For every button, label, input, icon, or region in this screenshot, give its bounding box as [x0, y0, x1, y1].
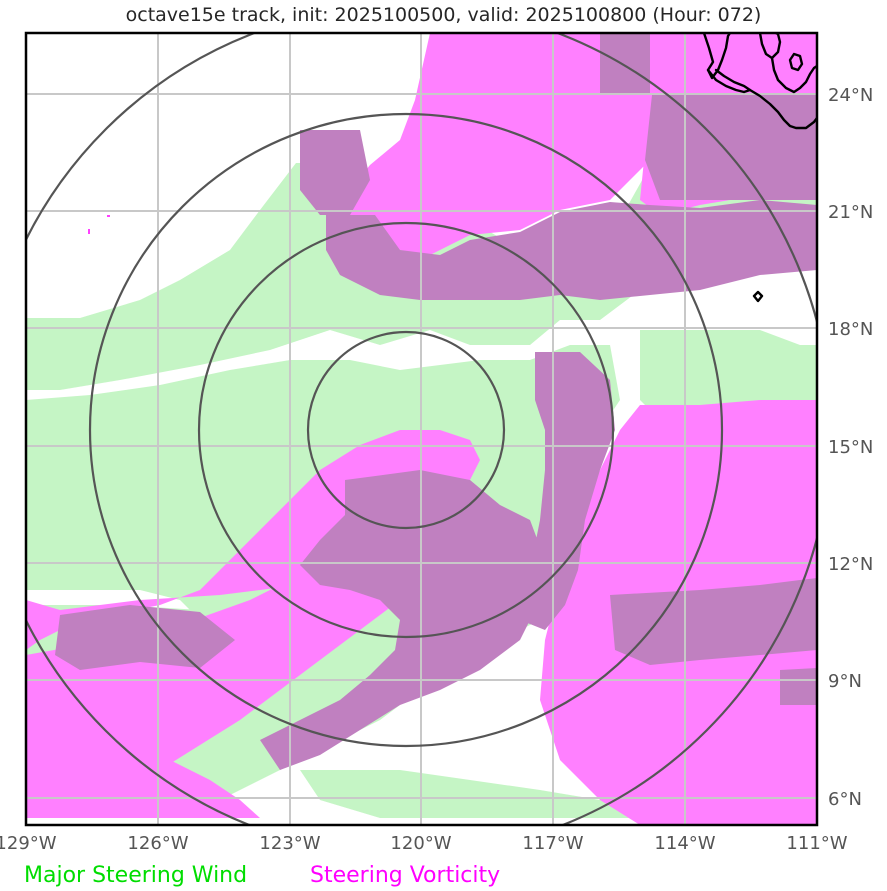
y-axis-tick-labels: 24°N 21°N 18°N 15°N 12°N 9°N 6°N [828, 85, 873, 810]
stray-markers [88, 215, 110, 234]
baja-peninsula-outline [702, 33, 732, 80]
map-legend: Major Steering Wind Steering Vorticity [24, 863, 500, 888]
x-tick-label: 114°W [654, 833, 715, 854]
x-tick-label: 126°W [127, 833, 188, 854]
x-tick-label: 129°W [0, 833, 57, 854]
mainland-coast-south [770, 56, 817, 94]
y-tick-label: 12°N [828, 554, 873, 575]
y-tick-label: 6°N [828, 789, 862, 810]
baja-south-tip [706, 68, 752, 94]
map-data-layers [26, 33, 817, 825]
y-tick-label: 15°N [828, 437, 873, 458]
y-tick-label: 9°N [828, 671, 862, 692]
coastal-island [788, 52, 804, 72]
y-tick-label: 24°N [828, 85, 873, 106]
range-rings [26, 33, 817, 825]
legend-item-major-steering-wind: Major Steering Wind [24, 863, 247, 888]
gulf-coast-line [748, 88, 817, 130]
x-tick-label: 117°W [522, 833, 583, 854]
x-tick-label: 111°W [786, 833, 847, 854]
legend-item-steering-vorticity: Steering Vorticity [310, 863, 500, 888]
coastline-layer [702, 33, 817, 303]
map-gridlines [26, 33, 817, 825]
range-ring-3 [88, 112, 724, 748]
overlap-layer [55, 33, 817, 770]
range-ring-2 [197, 221, 615, 639]
y-tick-label: 18°N [828, 319, 873, 340]
small-island [752, 290, 764, 303]
x-axis-tick-labels: 129°W 126°W 123°W 120°W 117°W 114°W 111°… [0, 833, 848, 854]
page-title: octave15e track, init: 2025100500, valid… [125, 4, 762, 26]
y-tick-label: 21°N [828, 202, 873, 223]
x-tick-label: 123°W [259, 833, 320, 854]
range-ring-1 [306, 330, 506, 530]
plot-frame [24, 31, 819, 827]
x-tick-label: 120°W [390, 833, 451, 854]
mainland-coast [758, 33, 782, 60]
